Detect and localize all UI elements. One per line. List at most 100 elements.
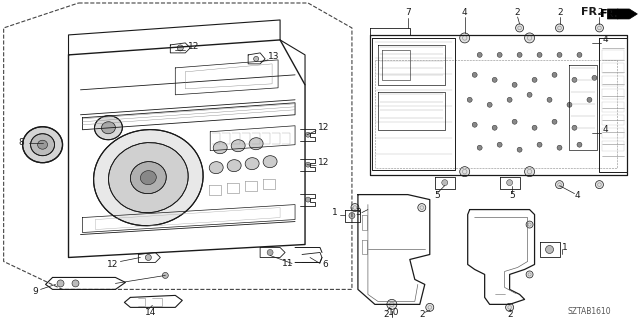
Text: 9: 9 xyxy=(33,287,38,296)
Circle shape xyxy=(387,300,397,309)
Circle shape xyxy=(517,147,522,152)
Circle shape xyxy=(426,303,434,311)
Ellipse shape xyxy=(38,140,47,149)
Circle shape xyxy=(595,24,604,32)
Circle shape xyxy=(305,162,310,167)
Polygon shape xyxy=(607,9,637,19)
Text: 2: 2 xyxy=(383,310,388,319)
Text: 2: 2 xyxy=(508,310,513,319)
Text: SZTAB1610: SZTAB1610 xyxy=(568,307,611,316)
Ellipse shape xyxy=(109,143,188,213)
Circle shape xyxy=(595,180,604,188)
Circle shape xyxy=(477,52,482,57)
Circle shape xyxy=(472,72,477,77)
Circle shape xyxy=(577,52,582,57)
Text: 2: 2 xyxy=(420,310,426,319)
Circle shape xyxy=(492,77,497,82)
Circle shape xyxy=(552,119,557,124)
Circle shape xyxy=(492,125,497,130)
Circle shape xyxy=(567,102,572,107)
Text: 4: 4 xyxy=(461,8,467,18)
Circle shape xyxy=(507,180,513,186)
Circle shape xyxy=(556,24,563,32)
Circle shape xyxy=(351,204,359,212)
Circle shape xyxy=(525,33,534,43)
Circle shape xyxy=(477,145,482,150)
Ellipse shape xyxy=(227,160,241,172)
Circle shape xyxy=(557,52,562,57)
Circle shape xyxy=(467,97,472,102)
Circle shape xyxy=(72,280,79,287)
Circle shape xyxy=(305,132,310,137)
Ellipse shape xyxy=(93,130,203,226)
Circle shape xyxy=(253,56,259,61)
Text: 5: 5 xyxy=(435,191,440,200)
Circle shape xyxy=(557,145,562,150)
Text: 12: 12 xyxy=(318,123,330,132)
Text: 4: 4 xyxy=(602,125,608,134)
Text: 7: 7 xyxy=(405,8,411,18)
Text: 12: 12 xyxy=(107,260,118,269)
Text: 11: 11 xyxy=(282,259,293,268)
Ellipse shape xyxy=(131,162,166,194)
Circle shape xyxy=(547,97,552,102)
Circle shape xyxy=(526,271,533,278)
Text: 12: 12 xyxy=(188,43,200,52)
Text: 6: 6 xyxy=(322,260,328,269)
Circle shape xyxy=(537,52,542,57)
Circle shape xyxy=(472,122,477,127)
Circle shape xyxy=(487,102,492,107)
Circle shape xyxy=(506,303,514,311)
Ellipse shape xyxy=(263,156,277,168)
Text: 5: 5 xyxy=(509,191,515,200)
Text: FR.: FR. xyxy=(600,9,618,19)
Ellipse shape xyxy=(95,116,122,140)
Circle shape xyxy=(507,97,512,102)
Circle shape xyxy=(442,180,448,186)
Text: 14: 14 xyxy=(145,308,157,317)
Circle shape xyxy=(552,72,557,77)
Ellipse shape xyxy=(22,127,63,163)
Circle shape xyxy=(532,77,537,82)
Circle shape xyxy=(460,167,470,177)
Circle shape xyxy=(572,125,577,130)
Text: 1: 1 xyxy=(561,243,567,252)
Circle shape xyxy=(145,254,151,260)
Text: 13: 13 xyxy=(268,52,280,61)
Text: 10: 10 xyxy=(388,308,399,317)
Circle shape xyxy=(349,212,355,219)
Circle shape xyxy=(517,52,522,57)
Circle shape xyxy=(525,167,534,177)
Text: 4: 4 xyxy=(575,191,580,200)
Circle shape xyxy=(545,245,554,253)
Circle shape xyxy=(267,250,273,255)
Polygon shape xyxy=(618,9,636,19)
Circle shape xyxy=(497,52,502,57)
Ellipse shape xyxy=(249,138,263,150)
Circle shape xyxy=(527,92,532,97)
Circle shape xyxy=(592,75,597,80)
Text: 1: 1 xyxy=(332,208,338,217)
Text: 3: 3 xyxy=(355,208,361,217)
Ellipse shape xyxy=(140,171,156,185)
Text: FR.: FR. xyxy=(582,7,602,17)
Circle shape xyxy=(572,77,577,82)
Ellipse shape xyxy=(231,140,245,152)
Circle shape xyxy=(305,197,310,202)
Circle shape xyxy=(163,272,168,278)
Text: 12: 12 xyxy=(318,158,330,167)
Circle shape xyxy=(460,33,470,43)
Circle shape xyxy=(587,97,592,102)
Circle shape xyxy=(418,204,426,212)
Circle shape xyxy=(497,142,502,147)
Ellipse shape xyxy=(102,122,115,134)
Text: 2: 2 xyxy=(515,8,520,18)
Circle shape xyxy=(577,142,582,147)
Circle shape xyxy=(516,24,524,32)
Circle shape xyxy=(526,221,533,228)
Text: 2: 2 xyxy=(557,8,563,18)
Text: 8: 8 xyxy=(19,138,24,147)
Circle shape xyxy=(532,125,537,130)
Ellipse shape xyxy=(213,142,227,154)
Circle shape xyxy=(537,142,542,147)
